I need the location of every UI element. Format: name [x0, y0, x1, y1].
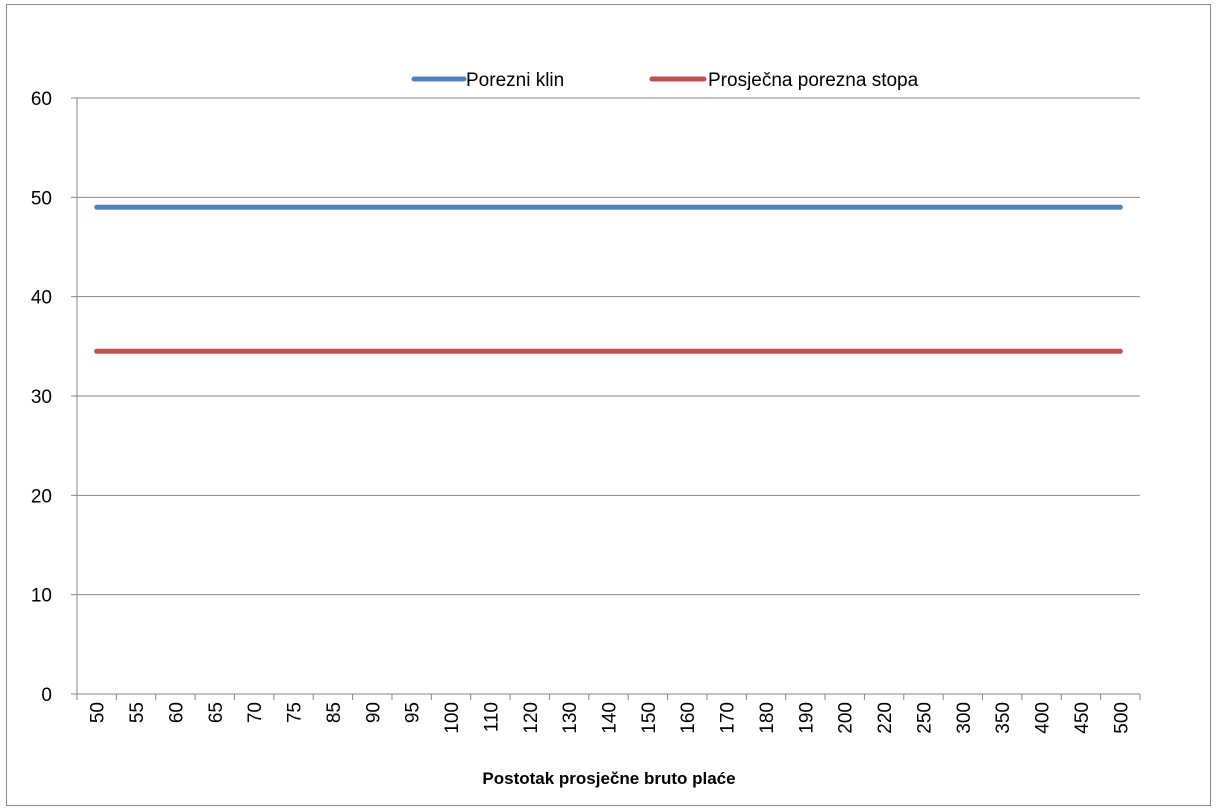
x-tick-label: 350 [993, 702, 1014, 734]
x-tick-label: 95 [403, 702, 424, 723]
gridlines [77, 97, 1140, 596]
x-tick-label: 70 [245, 702, 266, 723]
x-tick-label: 400 [1033, 702, 1054, 734]
x-axis-title: Postotak prosječne bruto plaće [482, 769, 735, 788]
x-tick-labels: 50 55 60 65 70 75 85 90 95 100 110 120 130 140 150 160 1… [88, 702, 1133, 734]
x-tick-label: 190 [796, 702, 817, 734]
legend-label-0: Porezni klin [466, 70, 564, 91]
x-tick-label: 150 [639, 702, 660, 734]
y-tick-label: 40 [31, 288, 52, 309]
x-tick-label: 75 [285, 702, 306, 723]
x-tick-label: 90 [363, 702, 384, 723]
x-tick-label: 55 [127, 702, 148, 723]
x-tick-label: 130 [560, 702, 581, 734]
y-tick-label: 10 [31, 586, 52, 607]
x-tick-label: 180 [757, 702, 778, 734]
x-tick-label: 65 [206, 702, 227, 723]
x-tick-label: 170 [718, 702, 739, 734]
x-tick-label: 50 [88, 702, 109, 723]
x-tick-label: 500 [1111, 702, 1132, 734]
x-tick-label: 200 [836, 702, 857, 734]
series-lines [94, 204, 1123, 354]
axes [71, 97, 1141, 700]
legend-label-1: Prosječna porezna stopa [708, 70, 919, 91]
y-tick-label: 0 [41, 685, 52, 706]
x-tick-label: 160 [678, 702, 699, 734]
x-tick-label: 110 [481, 702, 502, 732]
x-tick-label: 250 [914, 702, 935, 734]
x-tick-label: 120 [521, 702, 542, 734]
y-tick-labels: 0 10 20 30 40 50 60 [31, 89, 52, 706]
legend: Porezni klin Prosječna porezna stopa [411, 70, 919, 91]
y-tick-label: 20 [31, 486, 52, 507]
y-tick-label: 60 [31, 89, 52, 110]
x-tick-label: 85 [324, 702, 345, 723]
x-tick-label: 60 [166, 702, 187, 723]
x-tick-label: 140 [600, 702, 621, 734]
x-tick-label: 100 [442, 702, 463, 734]
y-tick-label: 50 [31, 188, 52, 209]
x-tick-label: 450 [1072, 702, 1093, 734]
x-tick-label: 300 [954, 702, 975, 734]
x-tick-label: 220 [875, 702, 896, 734]
chart-frame [6, 4, 1211, 806]
y-tick-label: 30 [31, 387, 52, 408]
